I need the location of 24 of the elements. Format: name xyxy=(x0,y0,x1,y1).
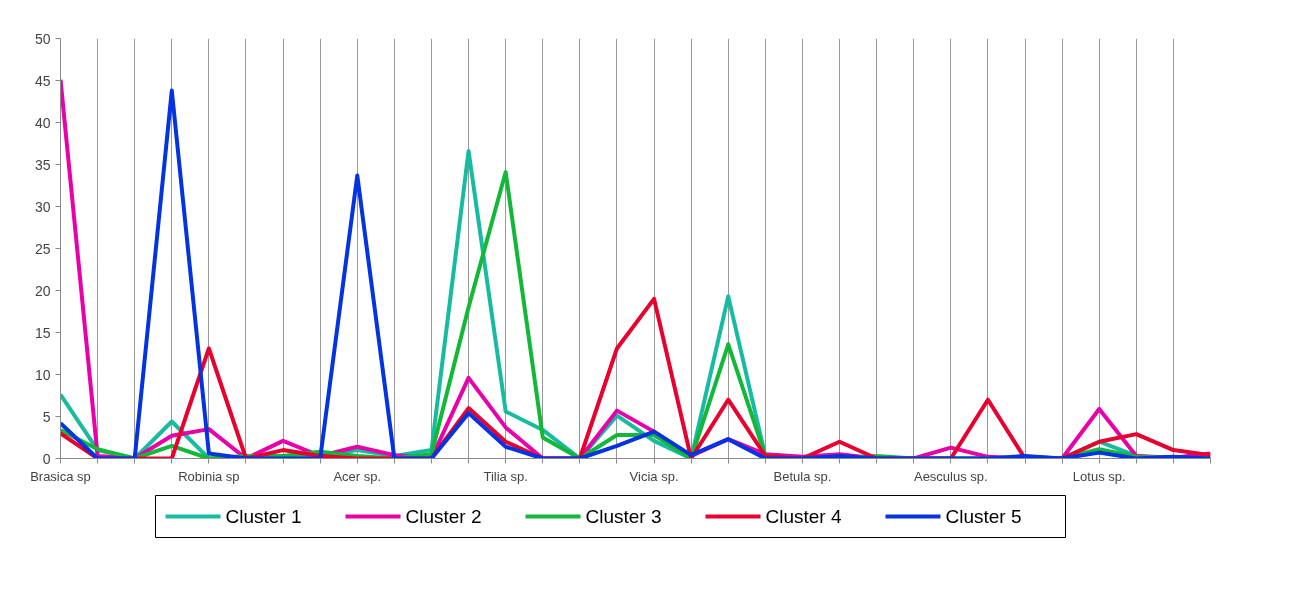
legend-label: Cluster 3 xyxy=(585,506,662,527)
x-tick-label: Tilia sp. xyxy=(483,468,528,484)
x-tick-label: Brasica sp xyxy=(30,468,91,484)
x-tick-label: Vicia sp. xyxy=(629,468,679,484)
y-tick-label: 30 xyxy=(34,198,51,215)
legend-label: Cluster 5 xyxy=(945,506,1022,527)
y-tick-label: 5 xyxy=(42,408,51,425)
y-tick-label: 25 xyxy=(34,240,51,257)
x-tick-label: Robinia sp xyxy=(178,468,240,484)
y-tick-label: 40 xyxy=(34,114,51,131)
x-tick-label: Lotus sp. xyxy=(1072,468,1126,484)
x-tick-label: Aesculus sp. xyxy=(913,468,988,484)
y-tick-label: 10 xyxy=(34,366,51,383)
y-tick-label: 0 xyxy=(42,450,51,467)
y-tick-label: 20 xyxy=(34,282,51,299)
y-tick-label: 45 xyxy=(34,72,51,89)
y-tick-label: 15 xyxy=(34,324,51,341)
x-tick-label: Betula sp. xyxy=(773,468,832,484)
y-tick-label: 50 xyxy=(34,30,51,47)
x-tick-label: Acer sp. xyxy=(333,468,382,484)
legend-label: Cluster 1 xyxy=(225,506,302,527)
legend-label: Cluster 2 xyxy=(405,506,482,527)
y-tick-label: 35 xyxy=(34,156,51,173)
legend-label: Cluster 4 xyxy=(765,506,842,527)
